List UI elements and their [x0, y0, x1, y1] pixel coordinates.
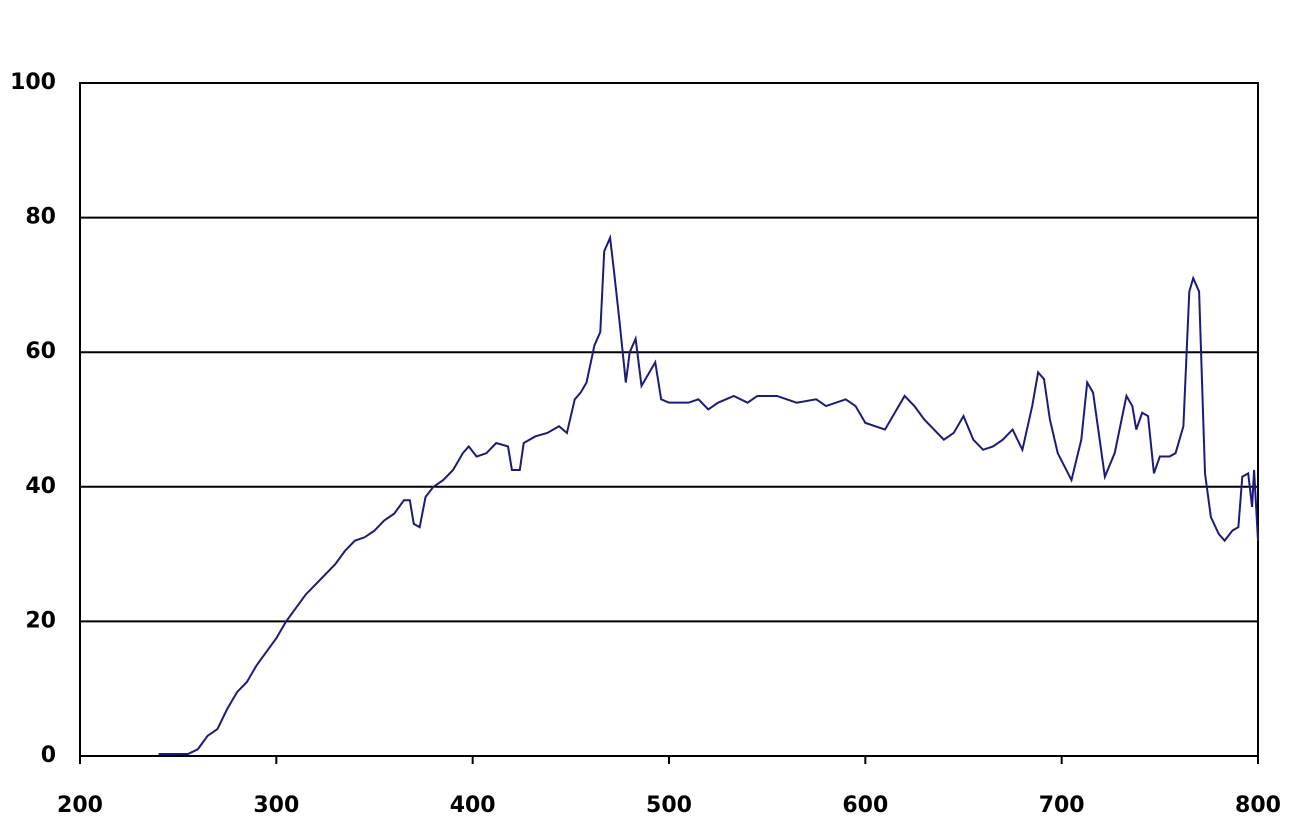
- x-tick-label: 700: [1039, 793, 1085, 818]
- y-tick-label: 60: [25, 339, 56, 364]
- x-tick-label: 200: [57, 793, 103, 818]
- y-tick-label: 20: [25, 608, 56, 633]
- plot-border: [79, 82, 1259, 757]
- x-tick-label: 600: [842, 793, 888, 818]
- y-tick-label: 80: [25, 205, 56, 230]
- y-tick-label: 100: [10, 70, 56, 95]
- x-tick-label: 800: [1235, 793, 1281, 818]
- x-tick-label: 300: [253, 793, 299, 818]
- y-tick-label: 0: [41, 743, 56, 768]
- x-tick-label: 500: [646, 793, 692, 818]
- y-tick-label: 40: [25, 474, 56, 499]
- line-series: [158, 234, 1259, 755]
- x-tick-label: 400: [450, 793, 496, 818]
